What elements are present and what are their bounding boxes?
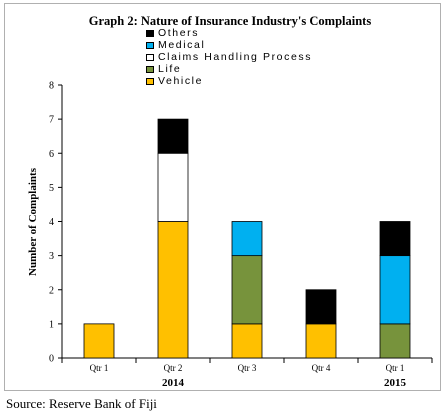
legend-item-medical: Medical <box>146 39 312 51</box>
x-tick-label-2: Qtr 3 <box>238 363 257 373</box>
legend-swatch-vehicle <box>146 77 154 85</box>
y-tick-label-7: 7 <box>49 115 54 126</box>
chart-frame <box>4 3 441 391</box>
x-tick-label-3: Qtr 4 <box>312 363 331 373</box>
y-tick-label-3: 3 <box>49 251 54 262</box>
bar-segment-medical-2 <box>231 221 263 257</box>
bar-segment-vehicle-3 <box>305 323 337 359</box>
legend-item-claims: Claims Handling Process <box>146 51 312 63</box>
y-tick-label-8: 8 <box>49 81 54 92</box>
legend-label-claims: Claims Handling Process <box>158 51 313 63</box>
bar-segment-others-3 <box>305 289 337 325</box>
source-note: Source: Reserve Bank of Fiji <box>6 396 157 411</box>
y-tick-label-6: 6 <box>49 149 54 160</box>
x-tick-label-4: Qtr 1 <box>386 363 405 373</box>
legend-swatch-life <box>146 65 154 73</box>
chart-title: Graph 2: Nature of Insurance Industry's … <box>88 14 372 28</box>
legend-item-others: Others <box>146 27 312 39</box>
bar-segment-life-2 <box>231 255 263 325</box>
y-axis-label: Number of Complaints <box>27 167 39 276</box>
x-tick-label-0: Qtr 1 <box>90 363 109 373</box>
legend-swatch-others <box>146 29 154 37</box>
bar-segment-life-4 <box>379 323 411 359</box>
y-tick-label-0: 0 <box>49 354 54 365</box>
legend-label-medical: Medical <box>158 39 206 51</box>
y-tick-label-5: 5 <box>49 183 54 194</box>
legend-swatch-claims <box>146 53 154 61</box>
year-label-1: 2015 <box>384 377 407 389</box>
legend-item-life: Life <box>146 63 312 75</box>
y-tick-label-4: 4 <box>49 217 54 228</box>
bar-segment-claims-handling-process-1 <box>157 152 189 222</box>
x-tick-label-1: Qtr 2 <box>164 363 183 373</box>
legend-label-life: Life <box>158 63 182 75</box>
legend: Others Medical Claims Handling Process L… <box>146 27 312 87</box>
y-tick-label-2: 2 <box>49 285 54 296</box>
legend-item-vehicle: Vehicle <box>146 75 312 87</box>
year-label-0: 2014 <box>162 377 185 389</box>
bar-segment-vehicle-2 <box>231 323 263 359</box>
bar-segment-others-4 <box>379 221 411 257</box>
bar-segment-vehicle-1 <box>157 221 189 359</box>
y-tick-label-1: 1 <box>49 319 54 330</box>
bar-segment-others-1 <box>157 118 189 154</box>
bar-segment-vehicle-0 <box>83 323 115 359</box>
legend-label-others: Others <box>158 27 200 39</box>
legend-label-vehicle: Vehicle <box>158 75 204 87</box>
bar-segment-medical-4 <box>379 255 411 325</box>
legend-swatch-medical <box>146 41 154 49</box>
